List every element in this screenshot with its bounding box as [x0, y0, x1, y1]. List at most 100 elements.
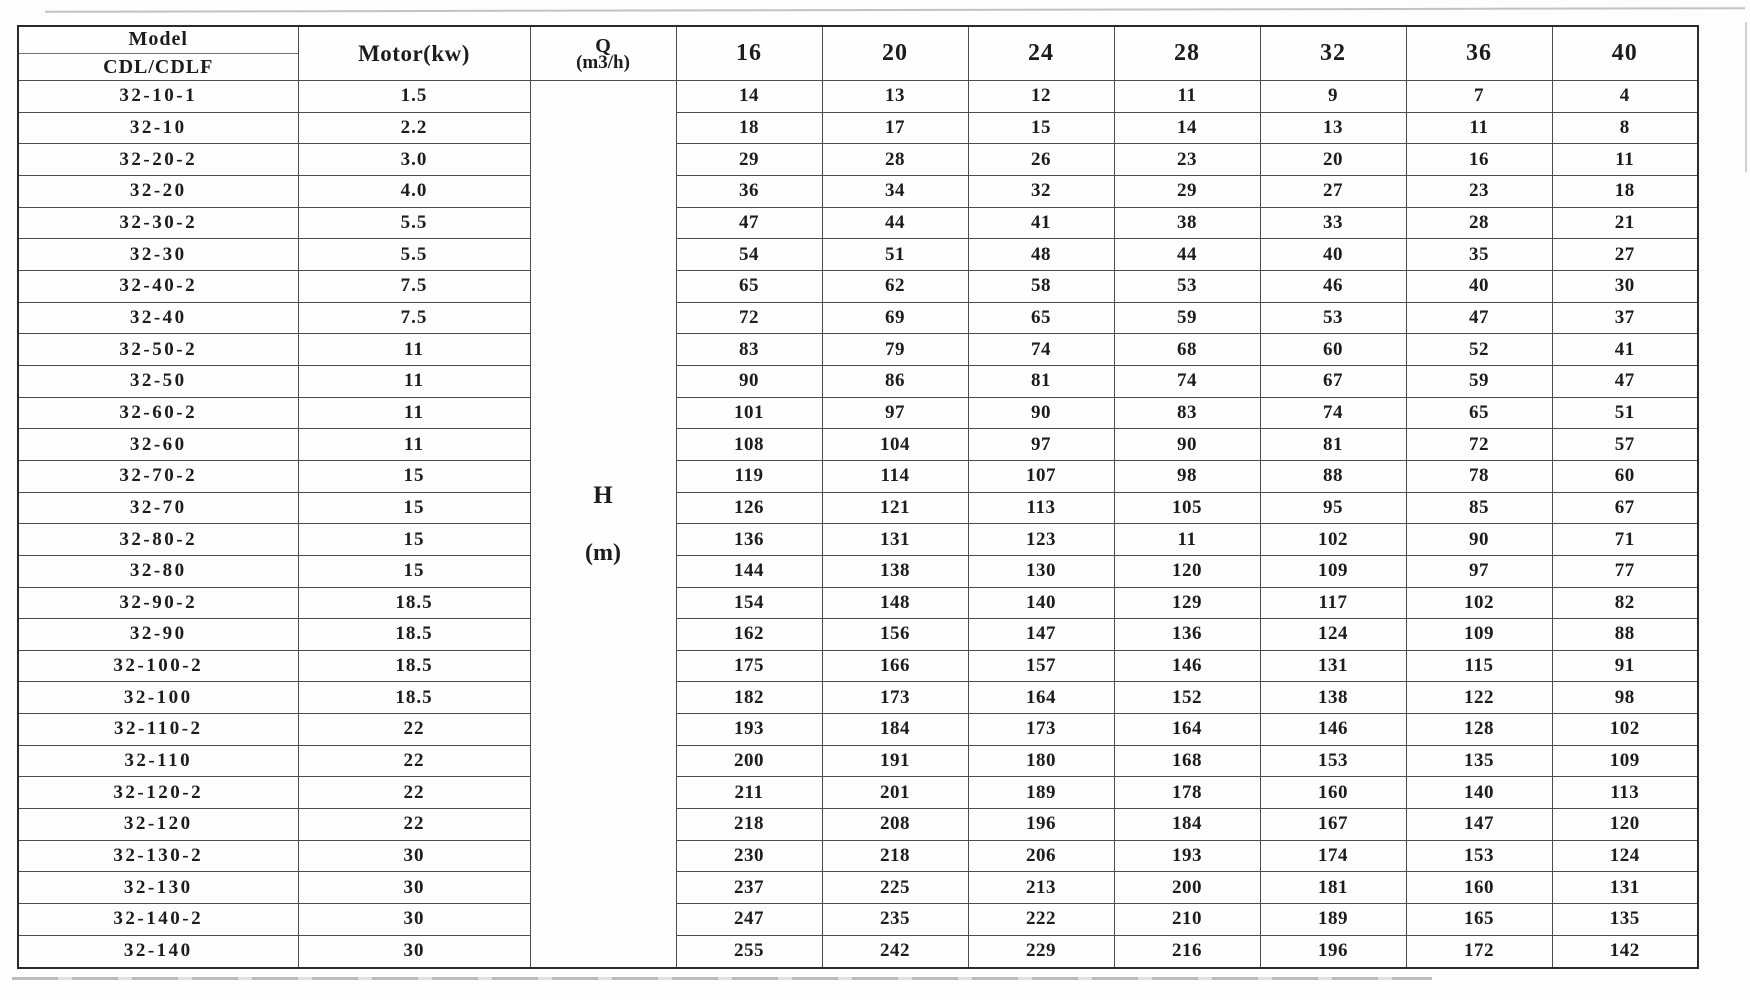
header-flow-column: 16 — [675, 25, 823, 81]
head-value-cell: 129 — [1113, 586, 1261, 620]
head-value-cell: 15 — [967, 111, 1115, 145]
head-value-cell: 48 — [967, 238, 1115, 271]
head-value-cell: 135 — [1551, 903, 1699, 936]
head-value-cell: 11 — [1113, 80, 1261, 113]
model-cell: 32-10-1 — [17, 80, 299, 113]
model-cell: 32-140 — [17, 934, 299, 969]
head-value-cell: 91 — [1551, 649, 1699, 683]
head-value-cell: 206 — [967, 839, 1115, 873]
header-model-line1: Model — [19, 27, 297, 54]
scan-artifact-right-edge — [1745, 22, 1747, 172]
header-model-line2: CDL/CDLF — [103, 56, 214, 78]
head-value-cell: 90 — [1113, 428, 1261, 461]
head-value-cell: 152 — [1113, 681, 1261, 715]
table-row: 32-70 15 126 121 113 105 95 85 67 — [17, 491, 1699, 525]
head-value-cell: 160 — [1405, 871, 1553, 905]
head-value-cell: 173 — [821, 681, 969, 715]
head-value-cell: 242 — [821, 934, 969, 969]
table-row: 32-40 7.5 72 69 65 59 53 47 37 — [17, 301, 1699, 335]
head-value-cell: 124 — [1551, 839, 1699, 873]
table-row: 32-80 15 144 138 130 120 109 97 77 — [17, 554, 1699, 588]
head-value-cell: 115 — [1405, 649, 1553, 683]
model-cell: 32-10 — [17, 111, 299, 145]
model-cell: 32-20-2 — [17, 143, 299, 176]
head-value-cell: 88 — [1551, 618, 1699, 651]
head-value-cell: 156 — [821, 618, 969, 651]
head-value-cell: 77 — [1551, 554, 1699, 588]
motor-cell: 11 — [297, 428, 531, 461]
head-value-cell: 47 — [1551, 364, 1699, 398]
head-value-cell: 184 — [1113, 808, 1261, 841]
motor-cell: 11 — [297, 333, 531, 366]
head-value-cell: 88 — [1259, 459, 1407, 493]
model-cell: 32-70-2 — [17, 459, 299, 493]
head-value-cell: 69 — [821, 301, 969, 335]
head-value-cell: 20 — [1259, 143, 1407, 176]
head-value-cell: 196 — [1259, 934, 1407, 969]
head-value-cell: 113 — [1551, 776, 1699, 810]
head-value-cell: 153 — [1259, 744, 1407, 778]
header-flow-column: 32 — [1259, 25, 1407, 81]
head-value-cell: 147 — [967, 618, 1115, 651]
table-row: 32-40-2 7.5 65 62 58 53 46 40 30 — [17, 269, 1699, 303]
head-value-cell: 167 — [1259, 808, 1407, 841]
table-body: 32-10-1 1.5 H (m) 14 13 12 11 9 7 4 32-10 2.2 18 17 15 1… — [17, 80, 1699, 969]
motor-cell: 15 — [297, 491, 531, 525]
head-value-cell: 27 — [1551, 238, 1699, 271]
head-value-cell: 164 — [1113, 713, 1261, 746]
head-value-cell: 74 — [1259, 396, 1407, 430]
head-value-cell: 13 — [1259, 111, 1407, 145]
head-value-cell: 62 — [821, 269, 969, 303]
head-value-cell: 153 — [1405, 839, 1553, 873]
head-value-cell: 200 — [1113, 871, 1261, 905]
motor-cell: 18.5 — [297, 649, 531, 683]
head-value-cell: 29 — [1113, 174, 1261, 208]
head-value-cell: 46 — [1259, 269, 1407, 303]
model-cell: 32-90-2 — [17, 586, 299, 620]
head-value-cell: 41 — [967, 206, 1115, 240]
head-value-cell: 120 — [1551, 808, 1699, 841]
head-value-cell: 164 — [967, 681, 1115, 715]
head-value-cell: 101 — [675, 396, 823, 430]
pump-performance-table: Model CDL/CDLF Motor(kw) Q (m3/h) 16 20 24… — [17, 25, 1699, 969]
table-row: 32-60 11 108 104 97 90 81 72 57 — [17, 428, 1699, 461]
table-row: 32-140-2 30 247 235 222 210 189 165 135 — [17, 903, 1699, 936]
table-row: 32-90 18.5 162 156 147 136 124 109 88 — [17, 618, 1699, 651]
head-value-cell: 172 — [1405, 934, 1553, 969]
head-value-cell: 11 — [1405, 111, 1553, 145]
head-value-cell: 181 — [1259, 871, 1407, 905]
table-row: 32-110-2 22 193 184 173 164 146 128 102 — [17, 713, 1699, 746]
head-value-cell: 37 — [1551, 301, 1699, 335]
head-value-cell: 98 — [1113, 459, 1261, 493]
head-value-cell: 120 — [1113, 554, 1261, 588]
head-value-cell: 47 — [675, 206, 823, 240]
model-cell: 32-100 — [17, 681, 299, 715]
head-value-cell: 8 — [1551, 111, 1699, 145]
head-value-cell: 60 — [1259, 333, 1407, 366]
table-row: 32-50 11 90 86 81 74 67 59 47 — [17, 364, 1699, 398]
head-value-cell: 51 — [821, 238, 969, 271]
head-value-cell: 135 — [1405, 744, 1553, 778]
head-value-cell: 44 — [1113, 238, 1261, 271]
head-value-cell: 175 — [675, 649, 823, 683]
head-value-cell: 165 — [1405, 903, 1553, 936]
head-value-cell: 65 — [1405, 396, 1553, 430]
head-value-cell: 225 — [821, 871, 969, 905]
head-value-cell: 180 — [967, 744, 1115, 778]
head-value-cell: 44 — [821, 206, 969, 240]
header-q-symbol: Q — [595, 34, 611, 57]
motor-cell: 15 — [297, 554, 531, 588]
head-value-cell: 98 — [1551, 681, 1699, 715]
head-value-cell: 36 — [675, 174, 823, 208]
head-value-cell: 13 — [821, 80, 969, 113]
head-value-cell: 142 — [1551, 934, 1699, 969]
head-value-cell: 54 — [675, 238, 823, 271]
head-value-cell: 97 — [821, 396, 969, 430]
motor-cell: 1.5 — [297, 80, 531, 113]
head-value-cell: 47 — [1405, 301, 1553, 335]
model-cell: 32-30 — [17, 238, 299, 271]
header-row: Model CDL/CDLF Motor(kw) Q (m3/h) 16 20 24… — [17, 25, 1699, 81]
head-value-cell: 189 — [1259, 903, 1407, 936]
head-value-cell: 138 — [1259, 681, 1407, 715]
table-row: 32-120 22 218 208 196 184 167 147 120 — [17, 808, 1699, 841]
